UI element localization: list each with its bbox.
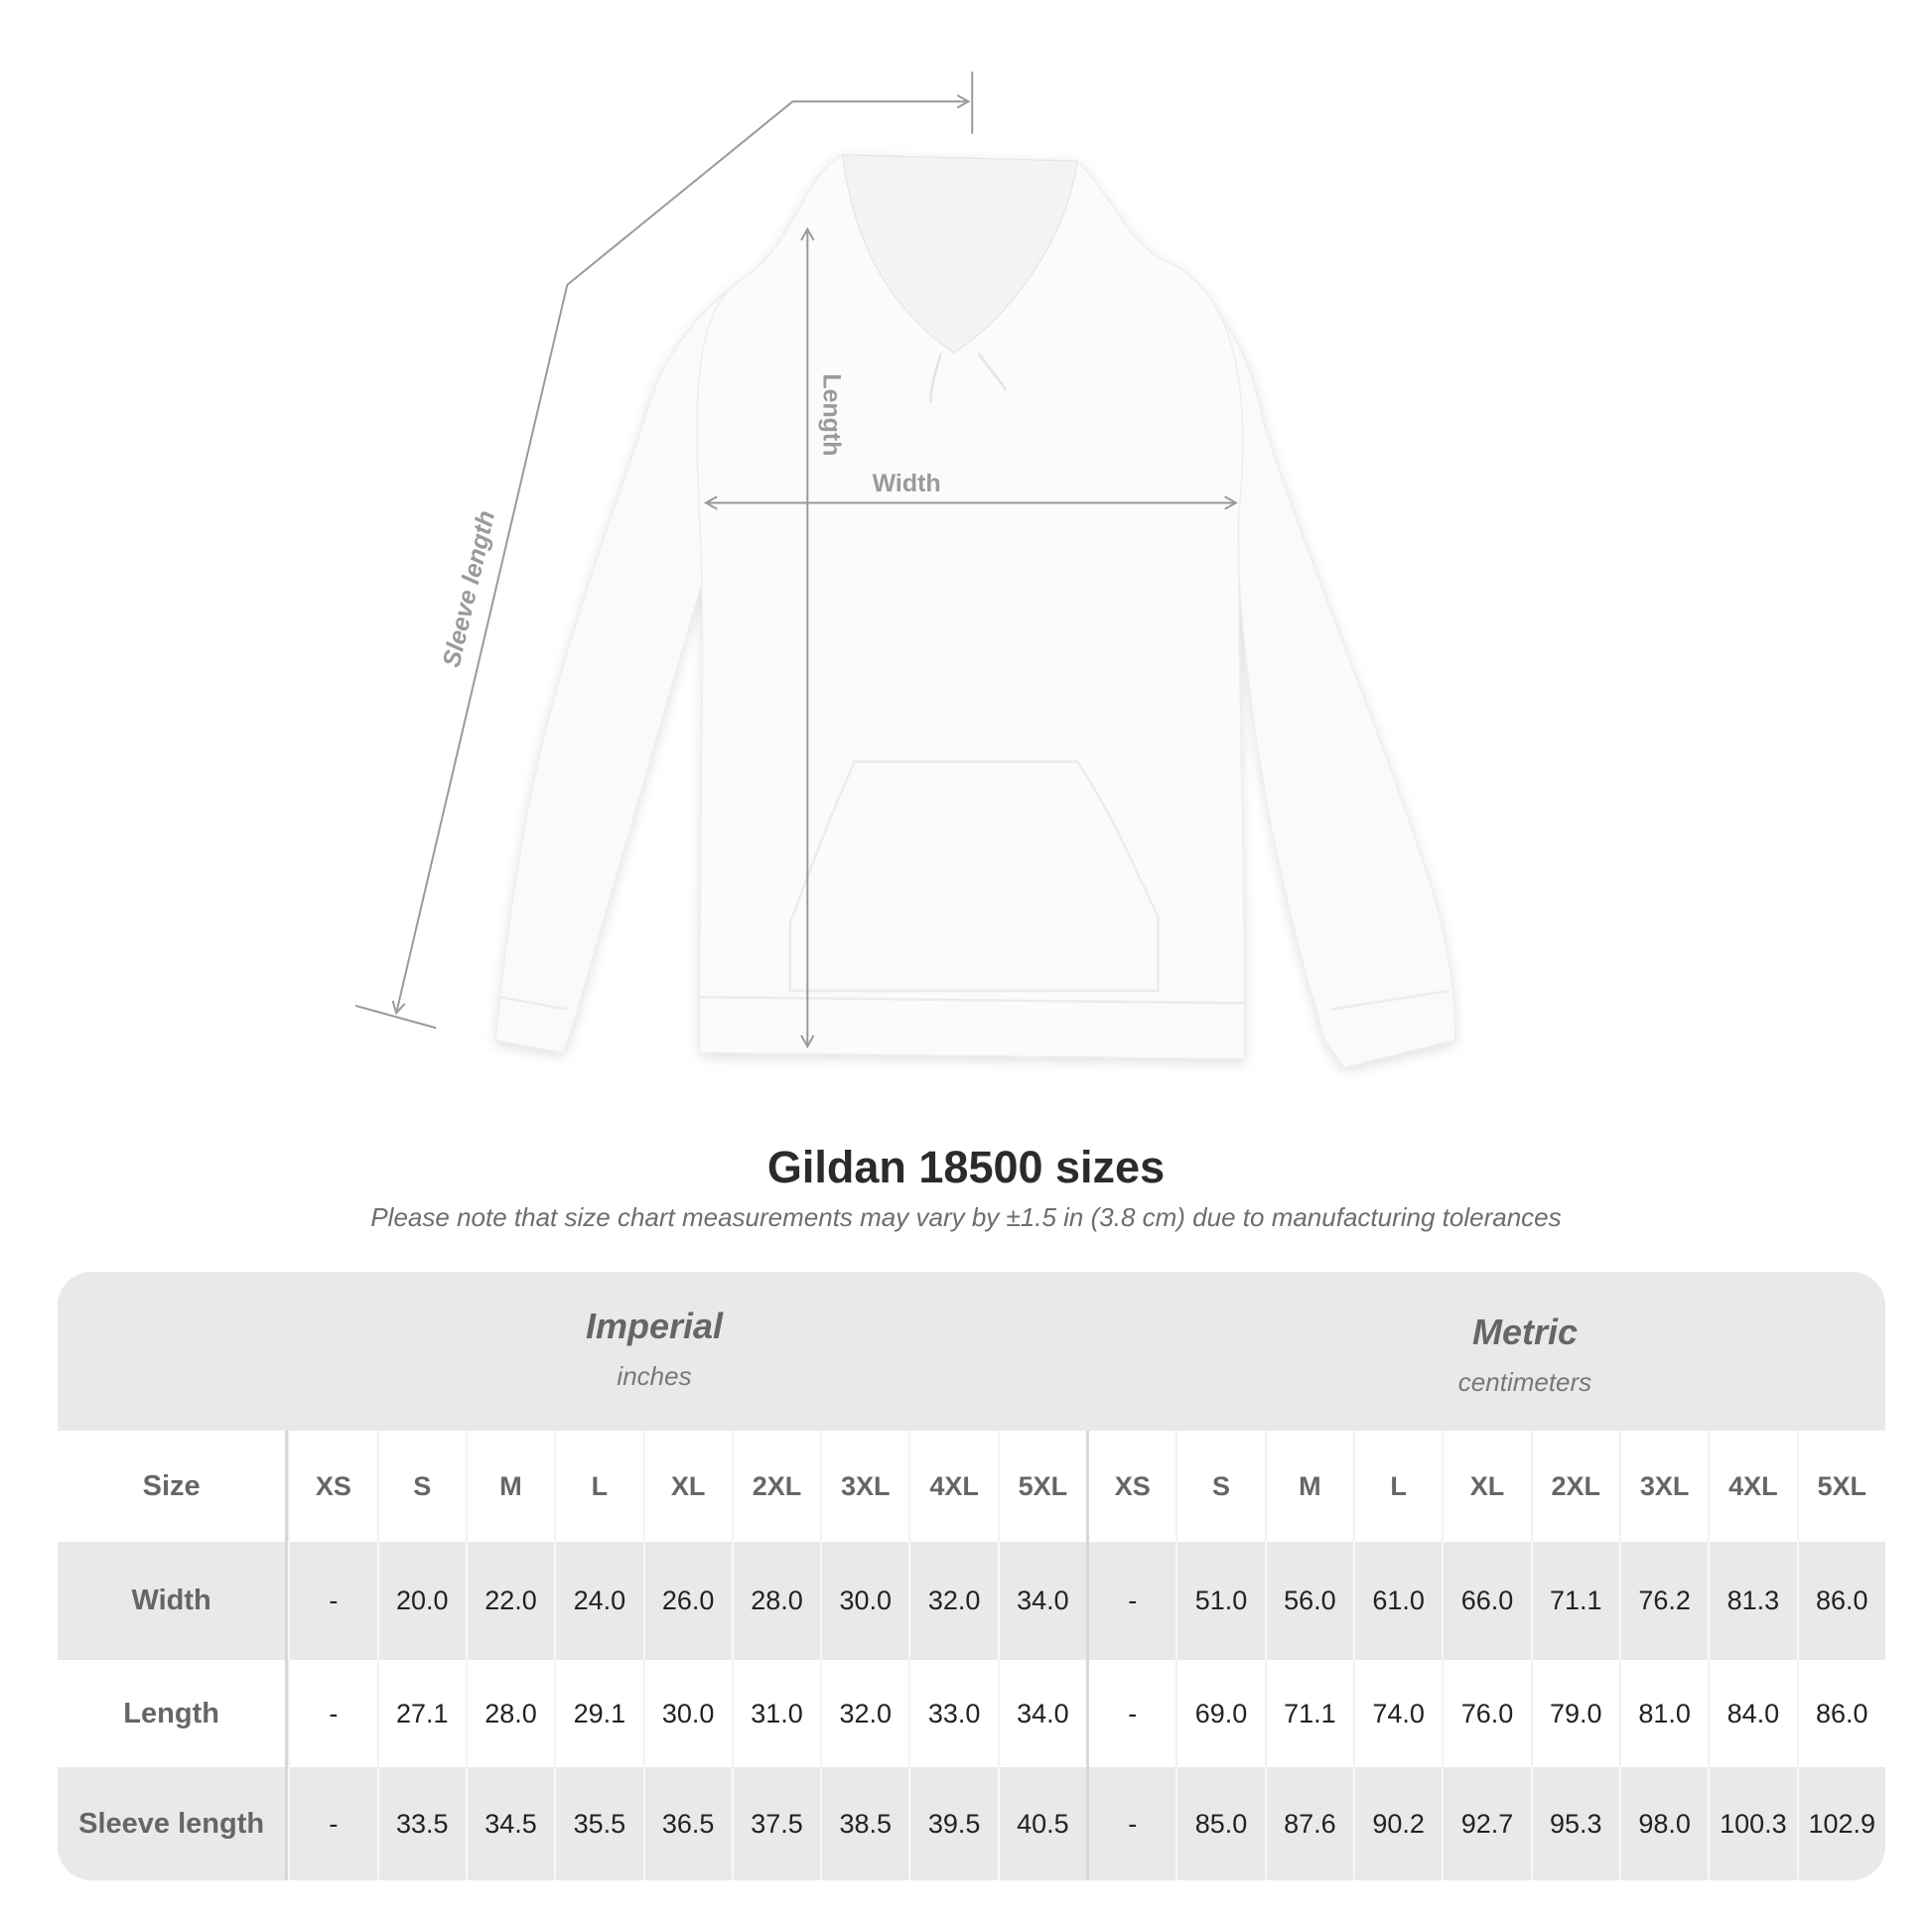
table-cell-metric: 85.0 bbox=[1175, 1767, 1264, 1880]
table-header: Imperial inches Metric centimeters bbox=[58, 1272, 1885, 1431]
size-header-imperial: 2XL bbox=[731, 1431, 820, 1542]
table-cell-imperial: 30.0 bbox=[642, 1660, 732, 1767]
table-cell-metric: 56.0 bbox=[1264, 1542, 1353, 1660]
table-cell-metric: - bbox=[1086, 1767, 1175, 1880]
table-cell-metric: 76.0 bbox=[1442, 1660, 1530, 1767]
table-cell-metric: 51.0 bbox=[1175, 1542, 1264, 1660]
metric-title: Metric bbox=[1471, 1311, 1579, 1352]
table-cell-metric: 95.3 bbox=[1530, 1767, 1619, 1880]
table-cell-metric: 92.7 bbox=[1442, 1767, 1530, 1880]
size-header-metric: M bbox=[1264, 1431, 1353, 1542]
measurement-lines bbox=[354, 71, 1238, 1049]
table-cell-imperial: 27.1 bbox=[376, 1660, 466, 1767]
table-cell-metric: 76.2 bbox=[1618, 1542, 1708, 1660]
size-label: Size bbox=[58, 1431, 289, 1542]
table-cell-imperial: 32.0 bbox=[820, 1660, 908, 1767]
table-cell-imperial: 36.5 bbox=[642, 1767, 732, 1880]
table-cell-metric: - bbox=[1086, 1660, 1175, 1767]
table-cell-metric: 74.0 bbox=[1353, 1660, 1442, 1767]
size-table: Imperial inches Metric centimeters Size … bbox=[58, 1272, 1885, 1880]
table-cell-imperial: 32.0 bbox=[908, 1542, 997, 1660]
table-cell-imperial: 33.0 bbox=[908, 1660, 997, 1767]
table-cell-metric: 81.3 bbox=[1708, 1542, 1796, 1660]
table-cell-imperial: 34.5 bbox=[465, 1767, 554, 1880]
sleeve-length-label: Sleeve length bbox=[438, 508, 500, 670]
table-cell-imperial: 31.0 bbox=[731, 1660, 820, 1767]
size-header-metric: S bbox=[1175, 1431, 1264, 1542]
size-header-imperial: XS bbox=[288, 1431, 376, 1542]
size-header-imperial: XL bbox=[642, 1431, 732, 1542]
table-cell-metric: 98.0 bbox=[1618, 1767, 1708, 1880]
size-header-metric: 2XL bbox=[1530, 1431, 1619, 1542]
table-cell-metric: 84.0 bbox=[1708, 1660, 1796, 1767]
table-cell-imperial: 28.0 bbox=[465, 1660, 554, 1767]
table-cell-imperial: 28.0 bbox=[731, 1542, 820, 1660]
metric-unit: centimeters bbox=[1457, 1367, 1592, 1397]
table-row-sleeve-length: Sleeve length -33.5 34.5 35.5 36.5 37.5 38.5 39… bbox=[58, 1767, 1885, 1880]
imperial-title: Imperial bbox=[585, 1306, 724, 1346]
row-label: Width bbox=[58, 1542, 289, 1660]
size-header-imperial: 4XL bbox=[908, 1431, 997, 1542]
table-cell-metric: 90.2 bbox=[1353, 1767, 1442, 1880]
table-cell-metric: 71.1 bbox=[1530, 1542, 1619, 1660]
table-cell-imperial: - bbox=[288, 1542, 376, 1660]
length-label: Length bbox=[818, 373, 846, 456]
size-header-imperial: S bbox=[376, 1431, 466, 1542]
table-cell-imperial: 26.0 bbox=[642, 1542, 732, 1660]
size-header-imperial: M bbox=[465, 1431, 554, 1542]
size-header-metric: XS bbox=[1086, 1431, 1175, 1542]
size-header-metric: XL bbox=[1442, 1431, 1530, 1542]
table-cell-imperial: 39.5 bbox=[908, 1767, 997, 1880]
size-row: Size XS S M L XL 2XL 3XL 4XL 5XL XS S M L XL 2XL 3XL 4XL… bbox=[58, 1431, 1885, 1542]
table-cell-imperial: 40.5 bbox=[997, 1767, 1086, 1880]
imperial-unit: inches bbox=[617, 1361, 692, 1391]
row-label: Length bbox=[58, 1660, 289, 1767]
imperial-header: Imperial inches bbox=[456, 1306, 853, 1392]
table-cell-imperial: 34.0 bbox=[997, 1542, 1086, 1660]
table-cell-metric: 86.0 bbox=[1796, 1660, 1885, 1767]
metric-header: Metric centimeters bbox=[1326, 1311, 1724, 1398]
table-cell-imperial: 37.5 bbox=[731, 1767, 820, 1880]
table-cell-metric: 100.3 bbox=[1708, 1767, 1796, 1880]
tolerance-note: Please note that size chart measurements… bbox=[370, 1202, 1562, 1232]
table-cell-imperial: 24.0 bbox=[554, 1542, 642, 1660]
size-header-imperial: 3XL bbox=[820, 1431, 908, 1542]
row-label: Sleeve length bbox=[58, 1767, 289, 1880]
table-cell-imperial: 33.5 bbox=[376, 1767, 466, 1880]
size-header-metric: 3XL bbox=[1618, 1431, 1708, 1542]
table-cell-imperial: 38.5 bbox=[820, 1767, 908, 1880]
table-cell-metric: 66.0 bbox=[1442, 1542, 1530, 1660]
table-cell-metric: 61.0 bbox=[1353, 1542, 1442, 1660]
table-cell-imperial: 22.0 bbox=[465, 1542, 554, 1660]
size-header-imperial: L bbox=[554, 1431, 642, 1542]
table-row-length: Length -27.1 28.0 29.1 30.0 31.0 32.0 33.0 34.0-… bbox=[58, 1660, 1885, 1767]
table-cell-metric: 102.9 bbox=[1796, 1767, 1885, 1880]
table-cell-metric: 69.0 bbox=[1175, 1660, 1264, 1767]
table-cell-imperial: - bbox=[288, 1767, 376, 1880]
table-cell-metric: 71.1 bbox=[1264, 1660, 1353, 1767]
size-header-metric: 4XL bbox=[1708, 1431, 1796, 1542]
size-header-metric: 5XL bbox=[1796, 1431, 1885, 1542]
size-header-metric: L bbox=[1353, 1431, 1442, 1542]
size-header-imperial: 5XL bbox=[997, 1431, 1086, 1542]
chart-title: Gildan 18500 sizes bbox=[766, 1142, 1166, 1192]
table-cell-metric: - bbox=[1086, 1542, 1175, 1660]
table-cell-imperial: 29.1 bbox=[554, 1660, 642, 1767]
table-cell-metric: 81.0 bbox=[1618, 1660, 1708, 1767]
table-cell-imperial: 34.0 bbox=[997, 1660, 1086, 1767]
table-cell-metric: 86.0 bbox=[1796, 1542, 1885, 1660]
width-label: Width bbox=[873, 470, 941, 497]
table-cell-imperial: - bbox=[288, 1660, 376, 1767]
table-cell-imperial: 20.0 bbox=[376, 1542, 466, 1660]
hoodie-shape bbox=[494, 154, 1456, 1068]
table-cell-imperial: 30.0 bbox=[820, 1542, 908, 1660]
table-cell-metric: 87.6 bbox=[1264, 1767, 1353, 1880]
table-cell-imperial: 35.5 bbox=[554, 1767, 642, 1880]
table-cell-metric: 79.0 bbox=[1530, 1660, 1619, 1767]
table-row-width: Width -20.0 22.0 24.0 26.0 28.0 30.0 32.0 34.0-5… bbox=[58, 1542, 1885, 1660]
